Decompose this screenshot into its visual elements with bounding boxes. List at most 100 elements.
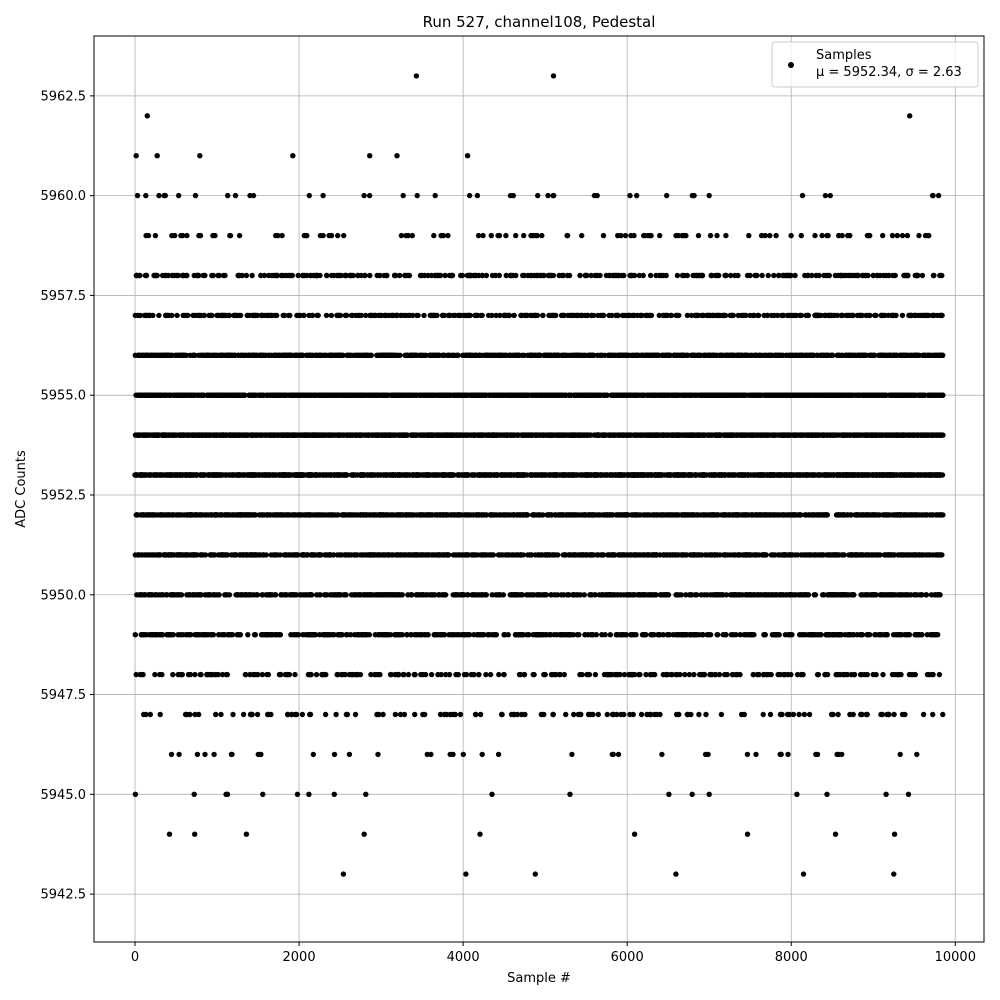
data-point bbox=[924, 312, 930, 319]
data-point bbox=[257, 432, 264, 438]
data-point bbox=[899, 312, 906, 319]
data-point bbox=[273, 232, 279, 239]
data-point bbox=[827, 432, 833, 438]
data-point bbox=[442, 272, 448, 279]
data-point bbox=[644, 312, 651, 319]
data-point bbox=[450, 312, 457, 319]
data-point bbox=[141, 392, 148, 398]
data-point bbox=[172, 392, 179, 398]
data-point bbox=[799, 352, 805, 358]
data-point bbox=[409, 312, 416, 319]
data-point bbox=[152, 232, 159, 239]
data-point bbox=[867, 392, 873, 398]
data-point bbox=[221, 272, 227, 279]
data-point bbox=[647, 272, 654, 279]
data-point bbox=[310, 272, 317, 279]
data-point bbox=[194, 312, 200, 319]
data-point bbox=[714, 232, 720, 239]
data-point bbox=[243, 272, 250, 279]
data-point bbox=[535, 272, 541, 279]
data-point bbox=[625, 312, 631, 319]
data-point bbox=[218, 352, 224, 358]
data-point bbox=[916, 352, 923, 358]
data-point bbox=[765, 352, 771, 358]
data-point bbox=[180, 272, 187, 279]
data-point bbox=[764, 312, 771, 319]
data-point bbox=[449, 352, 456, 358]
data-point bbox=[440, 232, 446, 239]
data-point bbox=[152, 392, 158, 398]
data-point bbox=[713, 432, 719, 438]
data-point bbox=[548, 272, 554, 279]
data-point bbox=[827, 392, 834, 398]
data-point bbox=[523, 312, 530, 319]
data-point bbox=[421, 312, 427, 319]
data-point bbox=[609, 312, 615, 319]
data-point bbox=[201, 312, 207, 319]
data-point bbox=[400, 192, 406, 199]
data-point bbox=[258, 272, 264, 279]
data-point bbox=[855, 272, 861, 279]
data-point bbox=[915, 432, 921, 438]
data-point bbox=[272, 352, 279, 358]
data-point bbox=[916, 392, 922, 398]
data-point bbox=[582, 352, 588, 358]
data-point bbox=[924, 352, 931, 358]
data-point bbox=[744, 272, 751, 279]
data-point bbox=[799, 192, 806, 199]
data-point bbox=[683, 232, 689, 239]
data-point bbox=[470, 272, 477, 279]
data-point bbox=[814, 312, 821, 319]
data-point bbox=[456, 312, 462, 319]
data-point bbox=[626, 392, 632, 398]
data-point bbox=[266, 272, 272, 279]
data-point bbox=[919, 272, 926, 279]
data-point bbox=[363, 312, 369, 319]
data-point bbox=[368, 312, 374, 319]
data-point bbox=[939, 352, 945, 358]
data-point bbox=[503, 272, 509, 279]
data-point bbox=[502, 392, 508, 398]
data-point bbox=[427, 352, 433, 358]
data-point bbox=[894, 392, 900, 398]
data-point bbox=[766, 392, 772, 398]
data-point bbox=[925, 432, 932, 438]
data-point bbox=[253, 312, 259, 319]
data-point bbox=[708, 272, 714, 279]
data-point bbox=[196, 272, 202, 279]
data-point bbox=[134, 272, 140, 279]
data-point bbox=[691, 192, 697, 199]
data-point bbox=[519, 432, 525, 438]
data-point bbox=[250, 192, 257, 199]
data-point bbox=[176, 192, 182, 199]
data-point bbox=[618, 232, 624, 239]
data-point bbox=[365, 392, 372, 398]
data-point bbox=[638, 432, 645, 438]
data-point bbox=[846, 272, 852, 279]
data-point bbox=[409, 232, 415, 239]
data-point bbox=[319, 392, 325, 398]
data-point bbox=[274, 272, 280, 279]
data-point bbox=[668, 312, 674, 319]
data-point bbox=[334, 392, 340, 398]
data-point bbox=[782, 272, 788, 279]
data-point bbox=[576, 352, 582, 358]
data-point bbox=[909, 392, 915, 398]
data-point bbox=[199, 392, 206, 398]
data-point bbox=[515, 352, 521, 358]
data-point bbox=[697, 392, 703, 398]
data-point bbox=[208, 392, 214, 398]
data-point bbox=[762, 232, 768, 239]
data-point bbox=[584, 272, 590, 279]
data-point bbox=[892, 272, 898, 279]
data-point bbox=[673, 392, 680, 398]
data-point bbox=[723, 392, 729, 398]
data-point bbox=[647, 352, 654, 358]
data-point bbox=[938, 312, 944, 319]
data-point bbox=[775, 352, 782, 358]
data-point bbox=[294, 432, 301, 438]
data-point bbox=[883, 392, 889, 398]
data-point bbox=[702, 352, 708, 358]
data-point bbox=[317, 272, 323, 279]
data-point bbox=[916, 232, 922, 239]
